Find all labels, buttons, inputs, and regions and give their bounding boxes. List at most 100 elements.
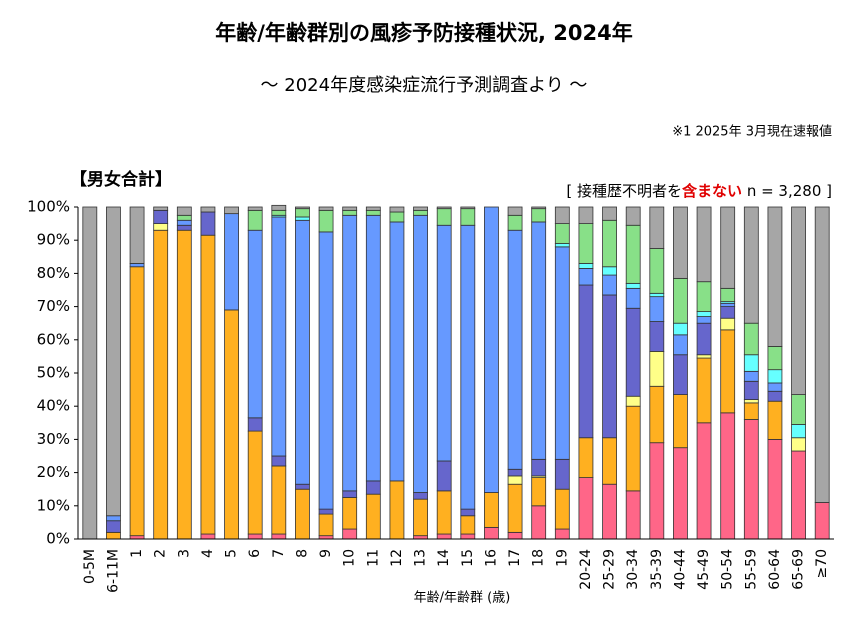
y-tick-label: 20% [37, 463, 70, 481]
x-tick-label: 20-24 [578, 549, 594, 590]
y-tick-label: 100% [27, 198, 70, 216]
bar-segment [649, 385, 665, 444]
bar-segment [176, 219, 192, 226]
y-tick-label: 0% [46, 530, 70, 548]
x-tick-label: 45-49 [696, 549, 712, 590]
bar-segment [176, 224, 192, 231]
bar-segment [578, 284, 594, 439]
bar-segment [129, 266, 145, 537]
sample-note-suffix: n = 3,280 ] [742, 182, 832, 200]
bar-segment [295, 208, 310, 218]
bar-segment [743, 402, 759, 420]
x-tick-label: 8 [294, 549, 310, 558]
bar-segment [318, 508, 334, 515]
bar-segment [129, 206, 145, 264]
bar-segment [649, 321, 665, 352]
bar-segment [200, 533, 216, 540]
bar-segment [743, 206, 759, 324]
bar-segment [791, 437, 806, 452]
bar-segment [271, 465, 287, 535]
bar-segment [625, 395, 641, 407]
bar-segment [200, 234, 216, 535]
bar-segment [271, 216, 287, 457]
x-tick-label: 6 [247, 549, 263, 558]
x-tick-label: 2 [153, 549, 169, 558]
bar-segment [743, 399, 759, 404]
bar-segment [389, 206, 405, 213]
bar-segment [224, 213, 239, 311]
bar-segment [507, 214, 523, 231]
bar-segment [460, 224, 476, 510]
bar-segment [247, 206, 263, 211]
y-tick-label: 90% [37, 231, 70, 249]
bar-segment [531, 458, 547, 477]
bar-segment [531, 221, 547, 460]
bar-segment [318, 513, 334, 537]
bar-segment [460, 515, 476, 535]
bar-segment [436, 224, 452, 462]
bar-segment [743, 354, 759, 372]
x-tick-label: 19 [554, 549, 570, 567]
bar-segment [673, 322, 688, 336]
x-tick-label: 65-69 [791, 549, 807, 590]
bar-segment [295, 219, 310, 485]
bar-segment [602, 219, 617, 268]
bar-segment [342, 490, 358, 498]
bar-segment [389, 211, 405, 223]
bar-segment [271, 209, 287, 216]
x-tick-label: 60-64 [767, 549, 783, 590]
x-tick-label: ≥70 [814, 549, 830, 579]
bar-segment [696, 354, 712, 359]
bar-segment [295, 488, 310, 540]
x-tick-label: 16 [483, 549, 499, 567]
bar-segment [743, 380, 759, 400]
bar-segment [602, 483, 617, 540]
x-tick-label: 18 [531, 549, 547, 567]
bar-segment [743, 370, 759, 382]
bar-segment [224, 206, 239, 215]
bar-segment [649, 296, 665, 322]
bar-segment [484, 526, 499, 540]
bar-segment [696, 281, 712, 312]
bar-segment [507, 531, 523, 540]
bar-segment [625, 405, 641, 492]
bar-segment [743, 322, 759, 356]
bar-segment [625, 224, 641, 284]
x-tick-label: 9 [318, 549, 334, 558]
x-tick-label: 50-54 [720, 549, 736, 590]
bar-segment [554, 488, 570, 530]
bar-segment [247, 417, 263, 432]
y-tick-label: 60% [37, 330, 70, 348]
bar-segment [673, 394, 688, 449]
bar-segment [507, 229, 523, 470]
bar-segment [649, 351, 665, 387]
bar-segment [365, 209, 381, 216]
bar-segment [271, 533, 287, 540]
bar-segment [814, 502, 830, 540]
bar-segment [389, 221, 405, 482]
bar-segment [460, 508, 476, 517]
x-tick-label: 12 [389, 549, 405, 567]
bar-segment [602, 274, 617, 296]
bar-segment [413, 209, 428, 216]
bar-segment [767, 369, 783, 384]
bar-segment [673, 447, 688, 540]
bar-segment [413, 206, 428, 211]
bar-segment [484, 206, 499, 493]
bar-segment [507, 206, 523, 216]
bar-segment [578, 223, 594, 264]
x-tick-label: 11 [365, 549, 381, 567]
bar-segment [413, 498, 428, 537]
y-tick-label: 50% [37, 364, 70, 382]
bar-segment [318, 231, 334, 510]
bar-segment [106, 531, 121, 540]
bar-segment [484, 492, 499, 528]
bar-segment [625, 307, 641, 397]
bar-segment [295, 483, 310, 490]
bar-segment [625, 206, 641, 226]
bar-segment [743, 419, 759, 540]
bar-segment [271, 204, 287, 211]
bar-segment [106, 520, 121, 533]
bar-segment [436, 490, 452, 535]
